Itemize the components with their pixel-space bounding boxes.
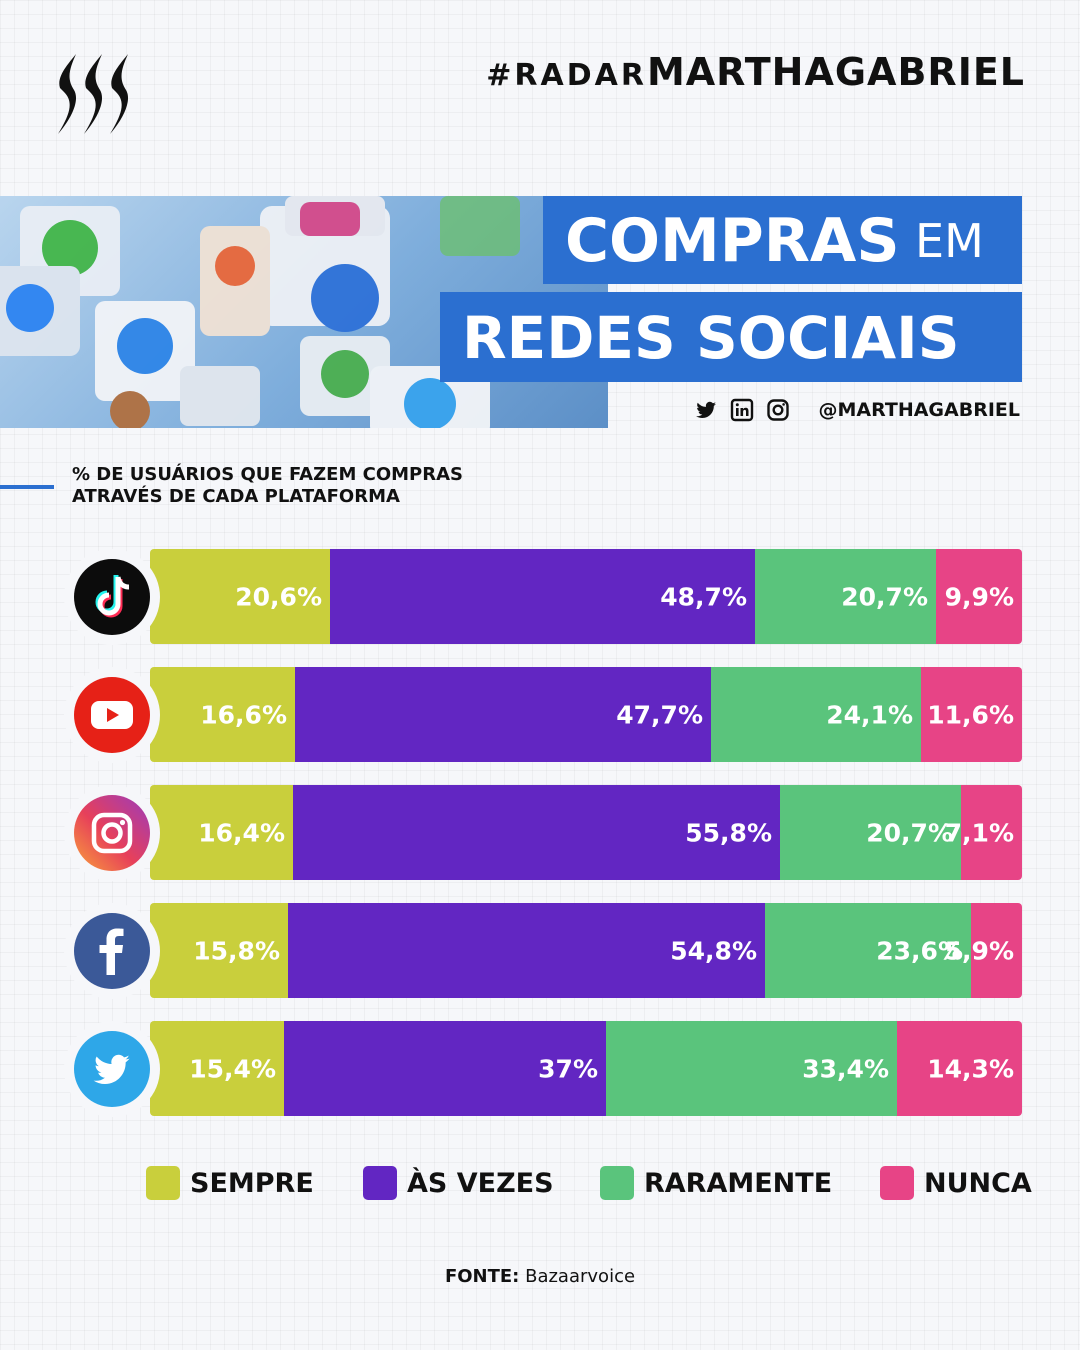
data-label: 5,9% [944, 936, 1014, 965]
segment-sempre: 15,4% [150, 1021, 284, 1116]
legend-swatch [600, 1166, 634, 1200]
segment-as-vezes: 54,8% [288, 903, 765, 998]
data-label: 15,8% [193, 936, 280, 965]
youtube-icon [74, 677, 150, 753]
data-label: 37% [538, 1054, 598, 1083]
hashtag-main: MARTHAGABRIEL [646, 50, 1025, 94]
legend-sempre: SEMPRE [146, 1166, 314, 1200]
data-label: 24,1% [826, 700, 913, 729]
hashtag-prefix: #RADAR [486, 58, 647, 93]
legend-label: ÀS VEZES [407, 1167, 554, 1199]
instagram-icon [74, 795, 150, 871]
legend-swatch [146, 1166, 180, 1200]
segment-nunca: 9,9% [936, 549, 1022, 644]
facebook-icon [74, 913, 150, 989]
subtitle-line-2: ATRAVÉS DE CADA PLATAFORMA [72, 486, 400, 507]
segment-raramente: 24,1% [711, 667, 921, 762]
data-label: 11,6% [927, 700, 1014, 729]
segment-as-vezes: 37% [284, 1021, 606, 1116]
data-label: 9,9% [944, 582, 1014, 611]
data-label: 23,6% [876, 936, 963, 965]
title-line-2: REDES SOCIAIS [440, 292, 1022, 382]
chart-subtitle: % DE USUÁRIOS QUE FAZEM COMPRAS ATRAVÉS … [72, 464, 463, 508]
legend-as-vezes: ÀS VEZES [363, 1166, 554, 1200]
data-label: 20,6% [235, 582, 322, 611]
social-handles: @MARTHAGABRIEL [694, 398, 1020, 422]
segment-sempre: 16,6% [150, 667, 295, 762]
segment-nunca: 7,1% [945, 785, 1022, 880]
title-redes-sociais: REDES SOCIAIS [462, 304, 960, 372]
legend-swatch [363, 1166, 397, 1200]
legend-raramente: RARAMENTE [600, 1166, 832, 1200]
legend-nunca: NUNCA [880, 1166, 1032, 1200]
source-note: FONTE: Bazaarvoice [0, 1266, 1080, 1287]
bar-row-facebook: 15,8% 54,8% 23,6% 5,9% [150, 903, 1022, 998]
bar-row-twitter: 15,4% 37% 33,4% 14,3% [150, 1021, 1022, 1116]
segment-raramente: 33,4% [606, 1021, 897, 1116]
segment-sempre: 20,6% [150, 549, 330, 644]
segment-nunca: 14,3% [897, 1021, 1022, 1116]
title-em: EM [915, 214, 984, 268]
data-label: 16,4% [198, 818, 285, 847]
data-label: 33,4% [802, 1054, 889, 1083]
data-label: 14,3% [927, 1054, 1014, 1083]
linkedin-icon [731, 398, 754, 422]
legend-label: SEMPRE [190, 1167, 314, 1199]
bar-row-instagram: 16,4% 55,8% 20,7% 7,1% [150, 785, 1022, 880]
data-label: 54,8% [670, 936, 757, 965]
social-media-cubes-photo [0, 196, 608, 428]
section-accent-line [0, 485, 54, 489]
twitter-icon [696, 401, 717, 418]
segment-raramente: 23,6% [765, 903, 971, 998]
twitter-icon [74, 1031, 150, 1107]
data-label: 15,4% [189, 1054, 276, 1083]
segment-raramente: 20,7% [780, 785, 961, 880]
brand-logo [58, 54, 129, 134]
data-label: 20,7% [866, 818, 953, 847]
bar-row-tiktok: 20,6% 48,7% 20,7% 9,9% [150, 549, 1022, 644]
legend-swatch [880, 1166, 914, 1200]
handle-text: @MARTHAGABRIEL [818, 399, 1020, 421]
bar-row-youtube: 16,6% 47,7% 24,1% 11,6% [150, 667, 1022, 762]
title-compras: COMPRAS [565, 206, 900, 276]
legend-label: NUNCA [924, 1167, 1032, 1199]
source-value: Bazaarvoice [525, 1266, 636, 1287]
data-label: 7,1% [944, 818, 1014, 847]
data-label: 55,8% [685, 818, 772, 847]
segment-as-vezes: 55,8% [293, 785, 780, 880]
subtitle-line-1: % DE USUÁRIOS QUE FAZEM COMPRAS [72, 464, 464, 485]
segment-sempre: 15,8% [150, 903, 288, 998]
tiktok-icon [74, 559, 150, 635]
segment-as-vezes: 48,7% [330, 549, 755, 644]
segment-nunca: 5,9% [945, 903, 1022, 998]
hashtag-title: #RADARMARTHAGABRIEL [486, 50, 1025, 94]
source-label: FONTE: [444, 1266, 520, 1287]
legend-label: RARAMENTE [644, 1167, 833, 1199]
segment-raramente: 20,7% [755, 549, 936, 644]
title-line-1: COMPRAS EM [543, 196, 1022, 284]
data-label: 20,7% [841, 582, 928, 611]
segment-nunca: 11,6% [921, 667, 1022, 762]
data-label: 47,7% [616, 700, 703, 729]
segment-sempre: 16,4% [150, 785, 293, 880]
data-label: 48,7% [660, 582, 747, 611]
instagram-icon [767, 399, 790, 421]
data-label: 16,6% [200, 700, 287, 729]
segment-as-vezes: 47,7% [295, 667, 711, 762]
